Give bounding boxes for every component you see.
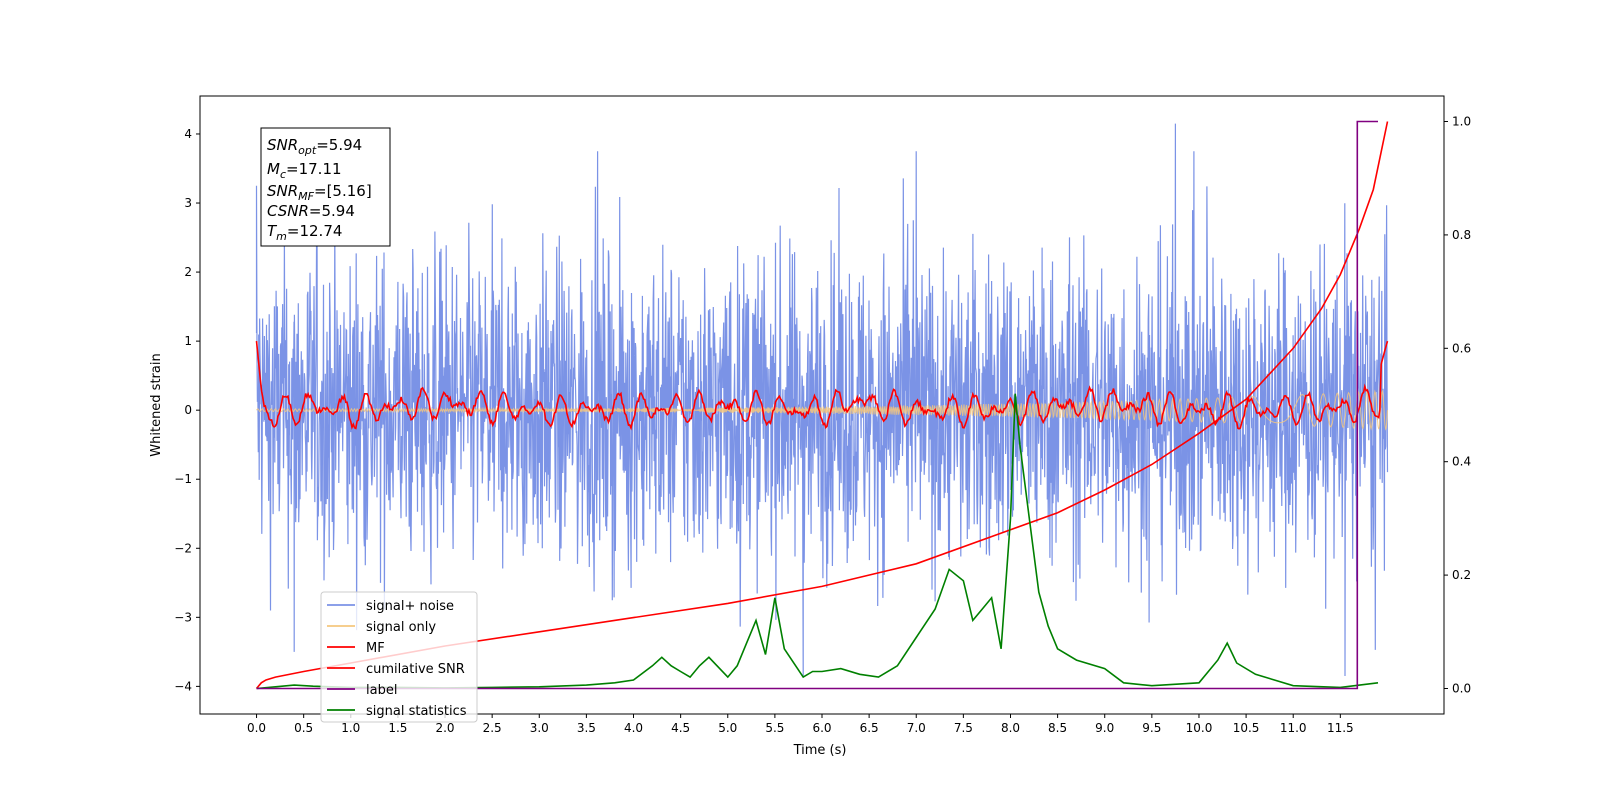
x-tick-label: 4.5: [671, 721, 690, 735]
y-axis-left: −4 −3 −2 −1 0 1 2 3 4: [174, 127, 200, 693]
x-tick-label: 0.5: [294, 721, 313, 735]
x-tick-label: 7.0: [907, 721, 926, 735]
legend-entry-label: signal only: [366, 620, 436, 635]
legend-entry-label: label: [366, 683, 397, 698]
y-tick-label: −4: [174, 679, 192, 693]
x-tick-label: 8.5: [1048, 721, 1067, 735]
annotation-box: SNRopt=5.94 Mc=17.11 SNRMF=[5.16] CSNR=5…: [260, 127, 391, 247]
legend-entry-label: cumilative SNR: [366, 662, 465, 677]
x-tick-label: 1.5: [388, 721, 407, 735]
y2-tick-label: 0.2: [1452, 568, 1471, 582]
x-tick-label: 2.0: [435, 721, 454, 735]
y-axis-label: Whitened strain: [149, 353, 164, 456]
x-tick-label: 2.5: [483, 721, 502, 735]
x-tick-label: 5.0: [718, 721, 737, 735]
x-tick-label: 8.0: [1001, 721, 1020, 735]
series-signal-noise: [255, 123, 1389, 677]
legend-frame: [320, 591, 478, 723]
y-axis-right: 0.0 0.2 0.4 0.6 0.8 1.0: [1444, 115, 1471, 695]
series-layer: [255, 120, 1389, 690]
x-tick-label: 5.5: [765, 721, 784, 735]
y-tick-label: 2: [184, 265, 192, 279]
x-tick-label: 10.5: [1233, 721, 1260, 735]
x-tick-label: 11.0: [1280, 721, 1307, 735]
x-axis: 0.0 0.5 1.0 1.5 2.0 2.5 3.0 3.5 4.0 4.5 5.0 5.5 6.0 6…: [247, 714, 1354, 735]
y-tick-label: −2: [174, 541, 192, 555]
legend-entry-label: MF: [366, 641, 385, 656]
y-tick-label: −1: [174, 472, 192, 486]
annotation-frame: [260, 127, 391, 247]
x-tick-label: 0.0: [247, 721, 266, 735]
x-tick-label: 9.5: [1142, 721, 1161, 735]
x-tick-label: 6.0: [812, 721, 831, 735]
series-mf: [255, 340, 1389, 431]
y2-tick-label: 0.0: [1452, 681, 1471, 695]
y2-tick-label: 1.0: [1452, 115, 1471, 129]
legend-entry-label: signal+ noise: [366, 599, 454, 614]
annotation-line-snr-mf: SNRMF=[5.16]: [267, 182, 372, 203]
legend-entry-label: signal statistics: [366, 704, 467, 719]
x-tick-label: 9.0: [1095, 721, 1114, 735]
y-tick-label: 1: [184, 334, 192, 348]
y-tick-label: −3: [174, 610, 192, 624]
x-tick-label: 6.5: [860, 721, 879, 735]
y-tick-label: 3: [184, 196, 192, 210]
x-tick-label: 10.0: [1186, 721, 1213, 735]
series-signal-only: [256, 389, 1388, 431]
x-axis-label: Time (s): [793, 743, 847, 758]
x-tick-label: 11.5: [1327, 721, 1354, 735]
series-label: [256, 120, 1378, 690]
x-tick-label: 4.0: [624, 721, 643, 735]
legend: signal+ noise signal only MF cumilative SNR…: [320, 591, 478, 723]
series-cumulative-snr: [255, 121, 1389, 690]
series-signal-statistics: [256, 393, 1379, 690]
annotation-line-csnr: CSNR=5.94: [267, 202, 355, 220]
y-tick-label: 0: [184, 403, 192, 417]
y2-tick-label: 0.4: [1452, 455, 1471, 469]
annotation-line-tm: Tm=12.74: [267, 222, 342, 243]
x-tick-label: 7.5: [954, 721, 973, 735]
y-tick-label: 4: [184, 127, 192, 141]
x-tick-label: 3.0: [530, 721, 549, 735]
x-tick-label: 3.5: [577, 721, 596, 735]
y2-tick-label: 0.6: [1452, 341, 1471, 355]
annotation-line-snr-opt: SNRopt=5.94: [267, 136, 362, 157]
annotation-line-mc: Mc=17.11: [267, 160, 342, 181]
y2-tick-label: 0.8: [1452, 228, 1471, 242]
x-tick-label: 1.0: [341, 721, 360, 735]
